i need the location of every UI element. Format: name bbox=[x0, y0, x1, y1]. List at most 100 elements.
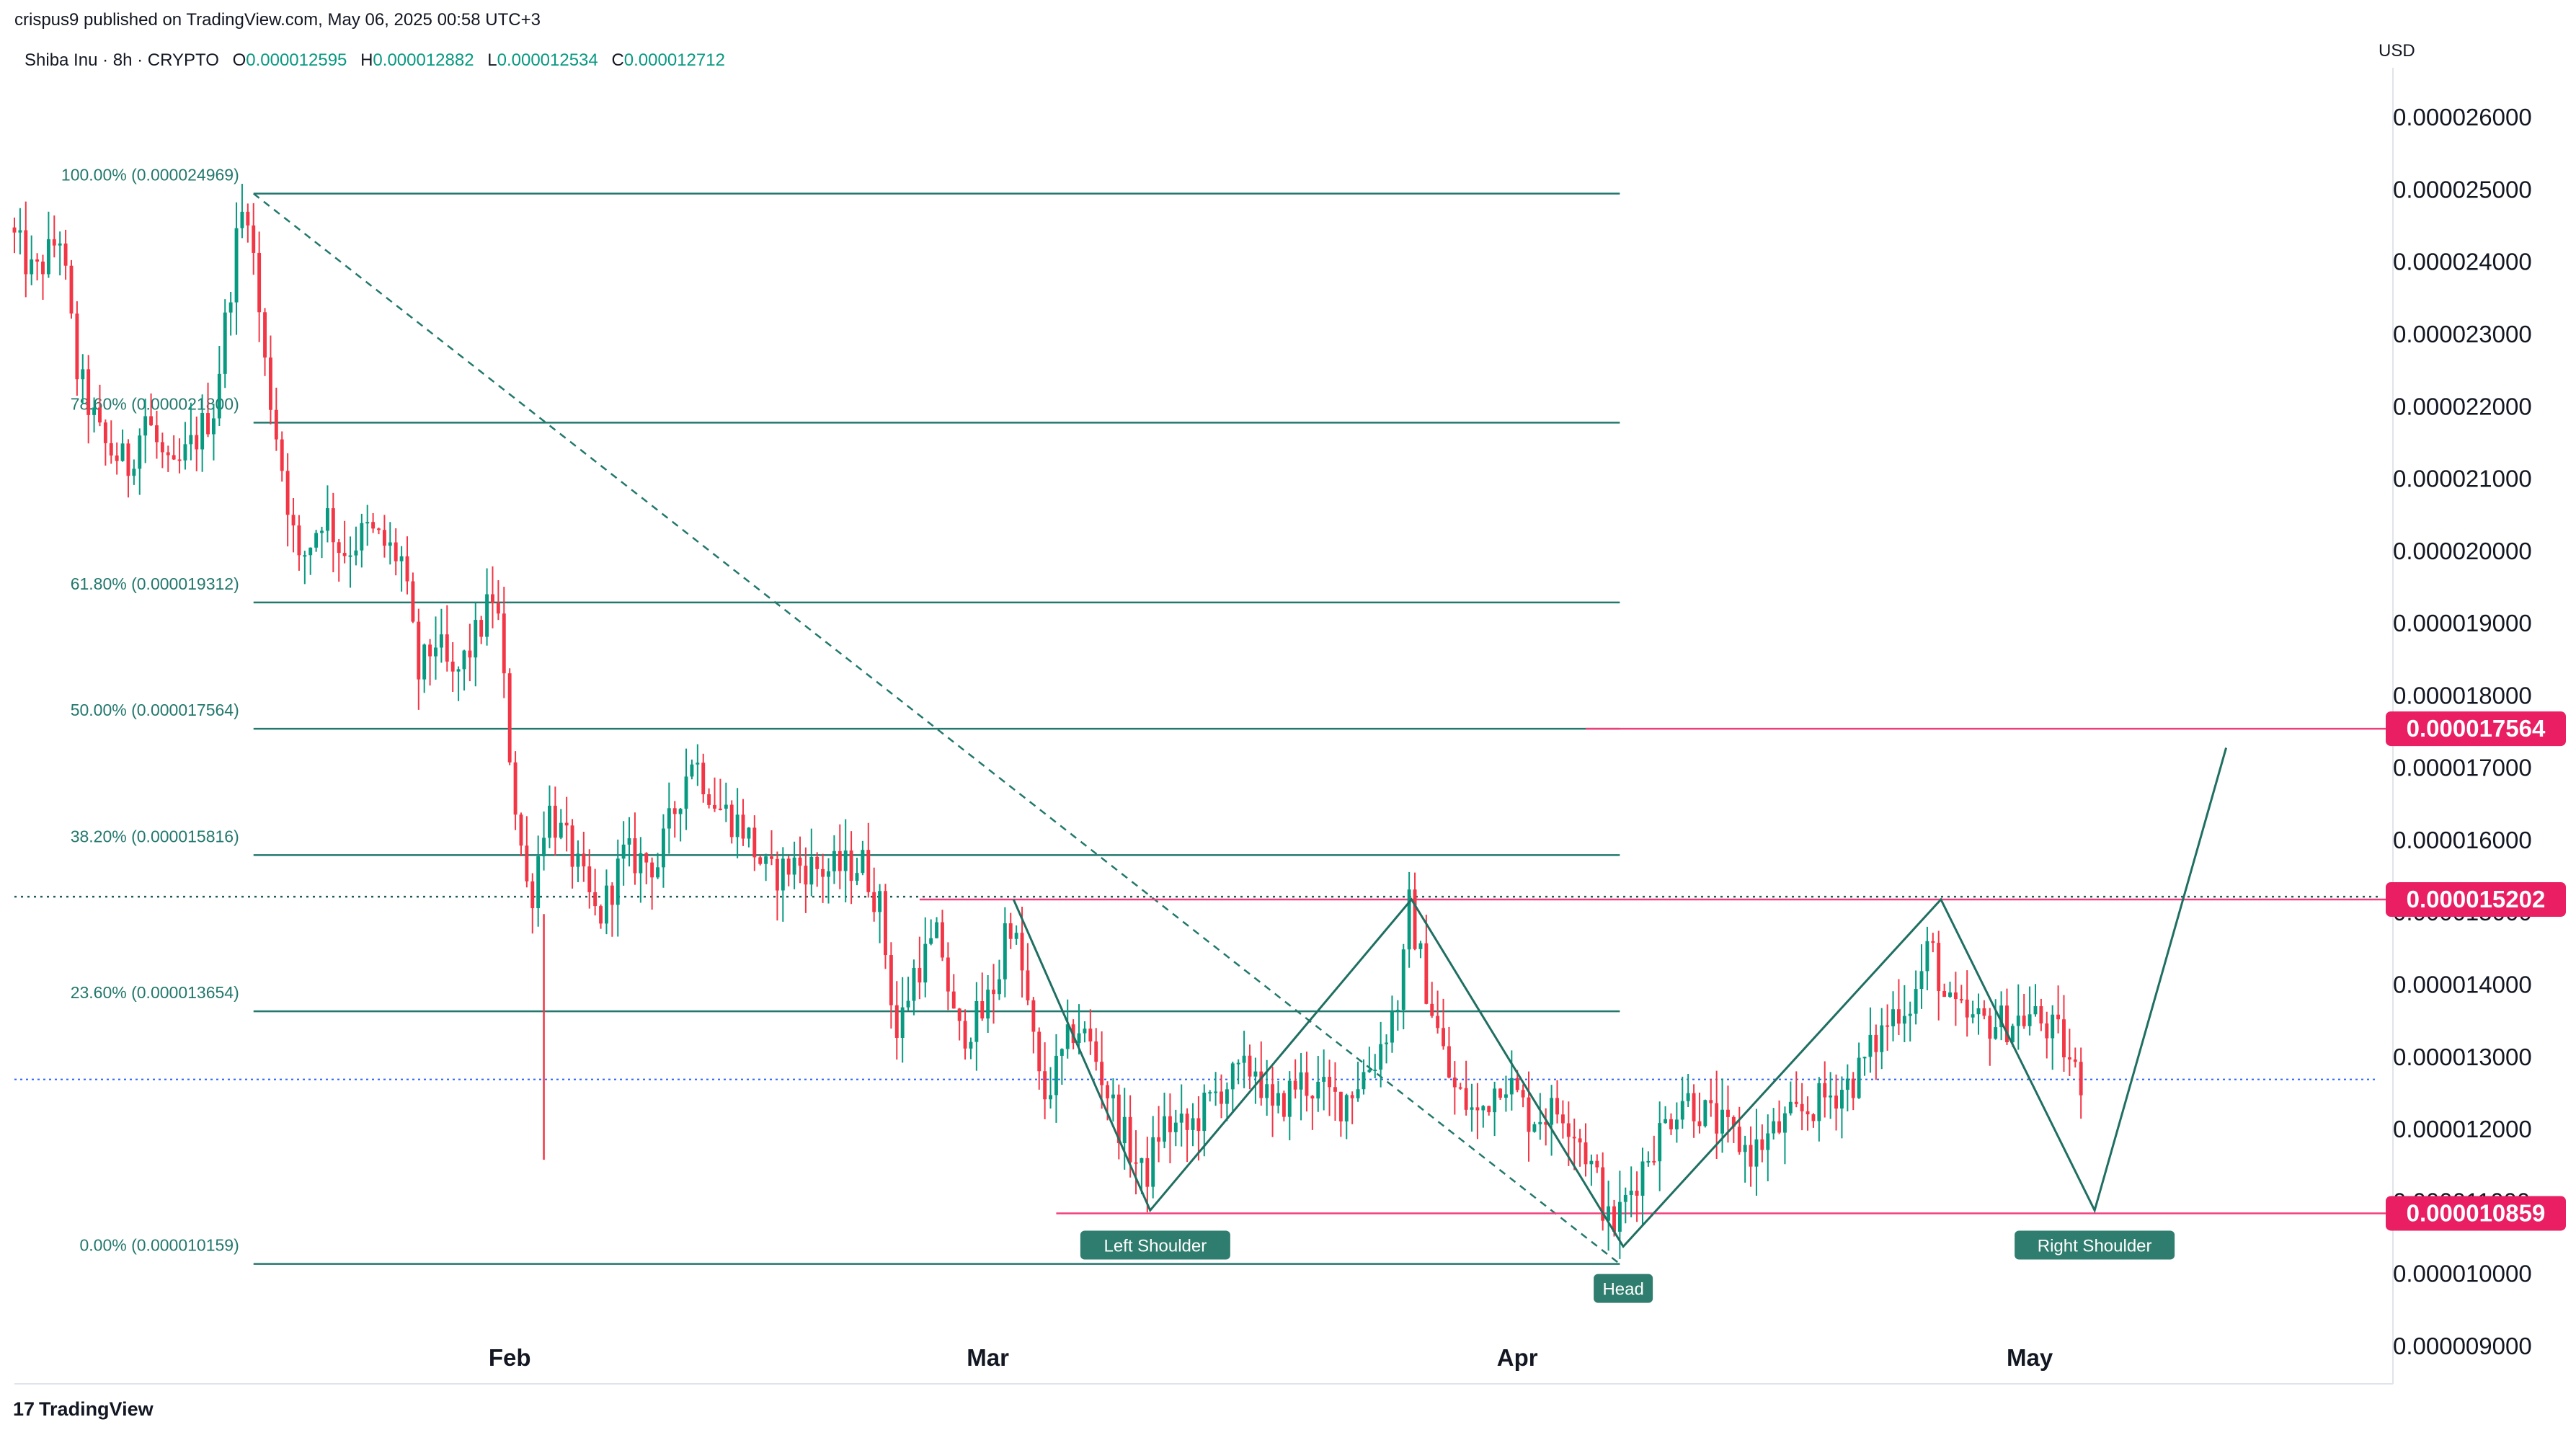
candle-down bbox=[1635, 1190, 1639, 1196]
candle-series bbox=[12, 184, 2083, 1259]
candle-down bbox=[1106, 1085, 1109, 1098]
candle-up bbox=[1948, 992, 1952, 998]
candle-down bbox=[1669, 1119, 1673, 1129]
candle-up bbox=[434, 647, 438, 657]
candle-down bbox=[195, 435, 199, 450]
candle-down bbox=[992, 990, 995, 995]
candle-up bbox=[348, 555, 352, 557]
candle-up bbox=[1839, 1090, 1844, 1109]
fib-level-label: 100.00% (0.000024969) bbox=[61, 166, 239, 185]
candle-up bbox=[143, 416, 148, 436]
candle-up bbox=[912, 967, 916, 1001]
candle-down bbox=[729, 804, 734, 838]
candle-down bbox=[2056, 1014, 2061, 1020]
candle-up bbox=[1999, 1005, 2004, 1028]
candle-down bbox=[866, 850, 871, 892]
candle-down bbox=[1709, 1100, 1713, 1103]
candle-up bbox=[1322, 1077, 1326, 1082]
candle-up bbox=[1674, 1119, 1679, 1129]
symbol-title[interactable]: Shiba Inu · 8h · CRYPTO bbox=[25, 50, 219, 70]
candle-down bbox=[377, 528, 381, 530]
x-tick-label: Apr bbox=[1497, 1344, 1538, 1371]
candle-down bbox=[741, 814, 745, 839]
candle-up bbox=[234, 228, 239, 303]
candle-up bbox=[781, 858, 785, 891]
candle-up bbox=[1173, 1122, 1178, 1132]
candle-up bbox=[2010, 1026, 2015, 1043]
candle-up bbox=[1880, 1025, 1884, 1052]
pattern-label-text: Right Shoulder bbox=[2038, 1236, 2152, 1256]
candle-down bbox=[713, 804, 716, 809]
y-tick-label: 0.000026000 bbox=[2393, 104, 2532, 130]
currency-selector[interactable]: USD bbox=[2367, 35, 2547, 68]
candle-up bbox=[969, 1041, 973, 1049]
candle-down bbox=[980, 1000, 985, 1019]
candle-up bbox=[1014, 933, 1018, 939]
candle-down bbox=[1305, 1072, 1309, 1096]
candle-up bbox=[1550, 1098, 1554, 1125]
candle-down bbox=[1965, 999, 1969, 1018]
candle-up bbox=[1407, 889, 1411, 950]
candle-down bbox=[599, 906, 603, 924]
candle-down bbox=[1424, 943, 1429, 1004]
candle-up bbox=[223, 312, 227, 374]
candle-up bbox=[878, 891, 882, 912]
candle-down bbox=[951, 991, 956, 1009]
tradingview-logo[interactable]: 17 TradingView bbox=[13, 1398, 154, 1421]
candle-up bbox=[1766, 1133, 1770, 1150]
candle-up bbox=[1054, 1055, 1058, 1096]
candle-down bbox=[1811, 1114, 1816, 1121]
candle-up bbox=[1925, 941, 1929, 972]
candle-up bbox=[1783, 1113, 1787, 1133]
candle-up bbox=[1299, 1072, 1303, 1090]
y-tick-label: 0.000025000 bbox=[2393, 176, 2532, 203]
candle-up bbox=[1623, 1194, 1627, 1202]
candle-up bbox=[559, 822, 563, 838]
close-value: 0.000012712 bbox=[623, 50, 725, 70]
candle-down bbox=[1982, 1008, 1986, 1016]
fib-trend-line bbox=[252, 192, 1621, 1265]
candle-up bbox=[1316, 1081, 1320, 1099]
candle-up bbox=[388, 542, 392, 546]
candle-down bbox=[650, 862, 654, 878]
candle-up bbox=[1151, 1137, 1155, 1187]
candle-up bbox=[456, 669, 461, 672]
y-tick-label: 0.000016000 bbox=[2393, 827, 2532, 853]
candle-up bbox=[1367, 1070, 1372, 1072]
candle-up bbox=[365, 522, 370, 524]
candle-up bbox=[724, 804, 728, 809]
candle-up bbox=[1379, 1044, 1383, 1070]
candle-down bbox=[1953, 992, 1958, 1000]
candle-down bbox=[285, 471, 290, 515]
candle-down bbox=[445, 634, 449, 662]
candle-up bbox=[661, 828, 665, 868]
candle-down bbox=[1937, 943, 1941, 991]
candle-down bbox=[149, 416, 154, 426]
candle-down bbox=[1350, 1095, 1354, 1098]
candle-down bbox=[24, 230, 28, 275]
candle-up bbox=[1202, 1092, 1207, 1132]
candle-down bbox=[1116, 1094, 1121, 1144]
candle-up bbox=[1646, 1160, 1651, 1163]
candle-up bbox=[1971, 1014, 1975, 1018]
candle-up bbox=[861, 850, 865, 874]
candle-down bbox=[1584, 1142, 1588, 1165]
candle-down bbox=[1555, 1098, 1559, 1115]
high-value: 0.000012882 bbox=[373, 50, 474, 70]
candle-down bbox=[786, 858, 791, 875]
candle-down bbox=[1271, 1084, 1275, 1106]
candle-down bbox=[707, 794, 711, 805]
candle-up bbox=[627, 838, 631, 845]
candle-up bbox=[1373, 1070, 1377, 1072]
candle-up bbox=[1083, 1029, 1087, 1034]
candle-down bbox=[63, 243, 68, 266]
shoulder-support-badge bbox=[2386, 1196, 2566, 1231]
candle-down bbox=[1800, 1103, 1804, 1111]
candle-down bbox=[582, 853, 586, 867]
candle-up bbox=[360, 523, 364, 551]
candle-down bbox=[1749, 1145, 1753, 1167]
pattern-label-text: Left Shoulder bbox=[1103, 1236, 1207, 1256]
candle-up bbox=[667, 808, 671, 829]
candle-down bbox=[1794, 1101, 1798, 1104]
